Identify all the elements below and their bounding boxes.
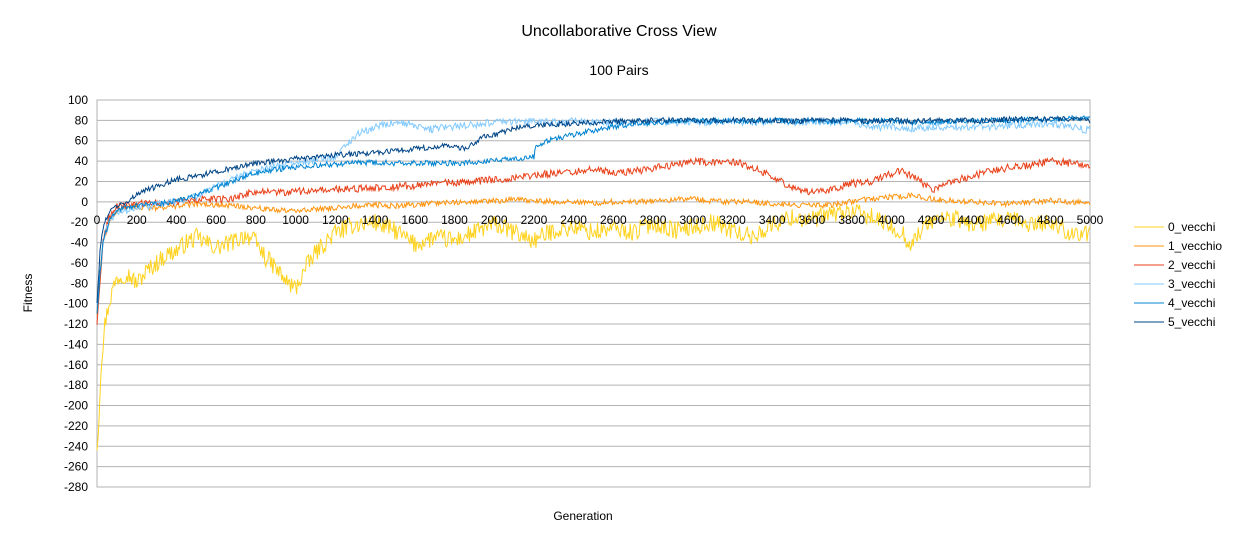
y-tick-label: 60 [75,134,89,148]
x-tick-label: 4400 [957,213,984,227]
y-axis-label: Fitness [21,274,35,313]
legend-label: 0_vecchi [1168,220,1215,234]
y-tick-label: -220 [64,419,88,433]
x-tick-label: 1200 [322,213,349,227]
y-tick-label: -200 [64,399,88,413]
x-tick-label: 2800 [640,213,667,227]
x-tick-label: 2000 [481,213,508,227]
x-tick-label: 3600 [799,213,826,227]
legend-label: 4_vecchi [1168,296,1215,310]
x-tick-label: 3000 [679,213,706,227]
series-line-4_vecchi [96,114,1091,314]
y-tick-label: -160 [64,358,88,372]
series-line-2_vecchi [96,156,1091,325]
x-tick-label: 3800 [838,213,865,227]
y-tick-label: 0 [81,195,88,209]
legend-item-2_vecchi: 2_vecchi [1134,258,1215,272]
x-tick-label: 1000 [282,213,309,227]
legend-item-1_vecchio: 1_vecchio [1134,239,1222,253]
chart-title: Uncollaborative Cross View [521,23,717,40]
y-tick-label: -240 [64,439,88,453]
x-tick-label: 3400 [759,213,786,227]
x-tick-label: 4000 [878,213,905,227]
legend-item-5_vecchi: 5_vecchi [1134,315,1215,329]
legend-label: 5_vecchi [1168,315,1215,329]
y-tick-label: -280 [64,480,88,494]
y-tick-label: -100 [64,297,88,311]
legend-label: 2_vecchi [1168,258,1215,272]
x-tick-label: 3200 [719,213,746,227]
y-tick-label: 80 [75,113,89,127]
y-tick-label: -180 [64,378,88,392]
series-line-3_vecchi [96,116,1091,304]
x-tick-label: 4600 [997,213,1024,227]
legend-label: 3_vecchi [1168,277,1215,291]
legend-item-4_vecchi: 4_vecchi [1134,296,1215,310]
y-tick-label: -20 [71,215,89,229]
x-tick-label: 4200 [918,213,945,227]
x-tick-label: 0 [94,213,101,227]
y-tick-label: -260 [64,460,88,474]
legend-item-0_vecchi: 0_vecchi [1134,220,1215,234]
legend-label: 1_vecchio [1168,239,1222,253]
x-axis-label: Generation [553,509,612,523]
x-tick-label: 600 [206,213,226,227]
legend: 0_vecchi 1_vecchio 2_vecchi 3_vecchi 4_vecch… [1134,220,1222,329]
x-tick-label: 800 [246,213,266,227]
series-line-1_vecchio [96,192,1091,315]
y-tick-label: 40 [75,154,89,168]
x-tick-label: 5000 [1077,213,1104,227]
y-tick-label: -60 [71,256,89,270]
series-lines [96,114,1091,451]
plot-area-frame [96,99,1091,488]
y-tick-label: 20 [75,174,89,188]
legend-item-3_vecchi: 3_vecchi [1134,277,1215,291]
x-tick-label: 400 [166,213,186,227]
x-tick-labels: 0 200 400 600 800 1000 1200 1400 1600 1800 2000 220… [94,213,1104,227]
x-tick-label: 2200 [521,213,548,227]
chart-subtitle: 100 Pairs [589,62,648,78]
y-tick-labels: 100 80 60 40 20 0 -20 -40 -60 -80 -100 -120 -140 -160… [64,93,88,494]
x-tick-label: 200 [127,213,147,227]
x-tick-label: 2600 [600,213,627,227]
series-line-5_vecchi [96,115,1091,304]
y-tick-label: -80 [71,276,89,290]
y-tick-label: -40 [71,236,89,250]
x-tick-label: 1400 [362,213,389,227]
x-tick-label: 4800 [1037,213,1064,227]
x-tick-label: 2400 [560,213,587,227]
y-tick-label: 100 [68,93,88,107]
x-tick-label: 1800 [441,213,468,227]
gridlines [97,99,1090,488]
series-line-0_vecchi [96,204,1091,451]
y-tick-label: -140 [64,337,88,351]
x-tick-label: 1600 [401,213,428,227]
y-tick-label: -120 [64,317,88,331]
